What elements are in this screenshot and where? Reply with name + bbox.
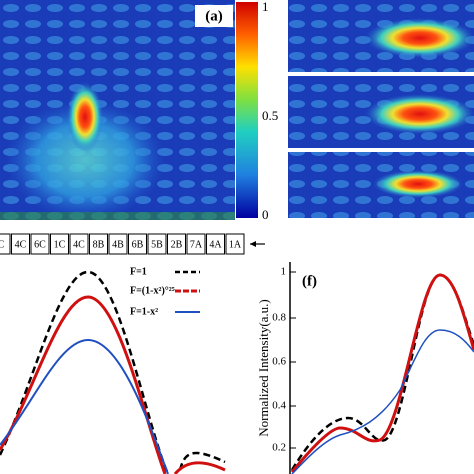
- y-tick-label: 0.8: [272, 312, 286, 324]
- curve: [0, 338, 169, 474]
- curve: [290, 273, 474, 473]
- element-box: [206, 233, 225, 255]
- element-box: [69, 233, 89, 255]
- panel-label: (a): [205, 8, 223, 24]
- focus: [365, 18, 474, 58]
- element-label: 6B: [132, 239, 144, 250]
- curve: [173, 461, 226, 474]
- element-label: 4C: [73, 239, 85, 250]
- element-box: [167, 233, 186, 255]
- legend-entry: F=1: [130, 266, 147, 277]
- arrow-head: [250, 241, 256, 247]
- element-label: 7A: [190, 239, 203, 250]
- element-box: [50, 233, 69, 255]
- element-label: C: [0, 239, 5, 250]
- element-box: [30, 233, 50, 255]
- element-box: [186, 233, 206, 255]
- element-label: 5B: [151, 239, 163, 250]
- element-label: 1C: [54, 239, 66, 250]
- y-tick-label: 0.6: [272, 356, 286, 368]
- y-tick-label: 0.2: [272, 442, 286, 454]
- plot-f: Normalized Intensity(a.u.) 1 0.8 0.6 0.4 0.2…: [256, 262, 474, 474]
- focus: [365, 94, 474, 134]
- curve: [291, 329, 474, 474]
- y-tick-label: 1: [281, 266, 287, 278]
- element-box: [225, 233, 245, 255]
- panel-a: (a): [0, 0, 235, 220]
- legend-entry: F=1-x²: [130, 306, 158, 317]
- array-edge: [0, 212, 235, 220]
- y-tick-label: 0.4: [272, 400, 286, 412]
- element-label: 4B: [112, 239, 124, 250]
- curve: [0, 270, 170, 474]
- focus: [67, 82, 103, 152]
- element-box: [0, 233, 11, 255]
- curve: [0, 295, 167, 474]
- element-label: 8B: [93, 239, 105, 250]
- side-maps: [288, 0, 474, 218]
- y-axis-label: Normalized Intensity(a.u.): [256, 299, 271, 437]
- element-box: [11, 233, 30, 255]
- glow: [5, 100, 165, 220]
- label-box: [195, 5, 233, 27]
- element-label: 1A: [229, 239, 242, 250]
- element-box: [147, 233, 167, 255]
- colorbar-tick: 0: [262, 207, 269, 222]
- element-label: 6C: [34, 239, 46, 250]
- element-box: [128, 233, 147, 255]
- element-row: C 4C 6C 1C 4C 8B 4B 6B 5B 2B 7A 4A 1A: [0, 233, 265, 255]
- legend-entry: F=(1-x²)°²⁵: [130, 285, 175, 296]
- element-label: 4C: [15, 239, 27, 250]
- focus: [373, 170, 463, 198]
- element-label: 2B: [171, 239, 183, 250]
- panel-label: (f): [302, 273, 317, 289]
- element-label: 4A: [209, 239, 222, 250]
- colorbar-tick: 1: [262, 0, 269, 14]
- colorbar: [236, 2, 258, 218]
- element-box: [89, 233, 108, 255]
- plot-e: F=1 F=(1-x²)°²⁵ F=1-x²: [0, 266, 226, 474]
- element-box: [108, 233, 128, 255]
- curve: [178, 451, 226, 471]
- colorbar-tick: 0.5: [262, 108, 278, 123]
